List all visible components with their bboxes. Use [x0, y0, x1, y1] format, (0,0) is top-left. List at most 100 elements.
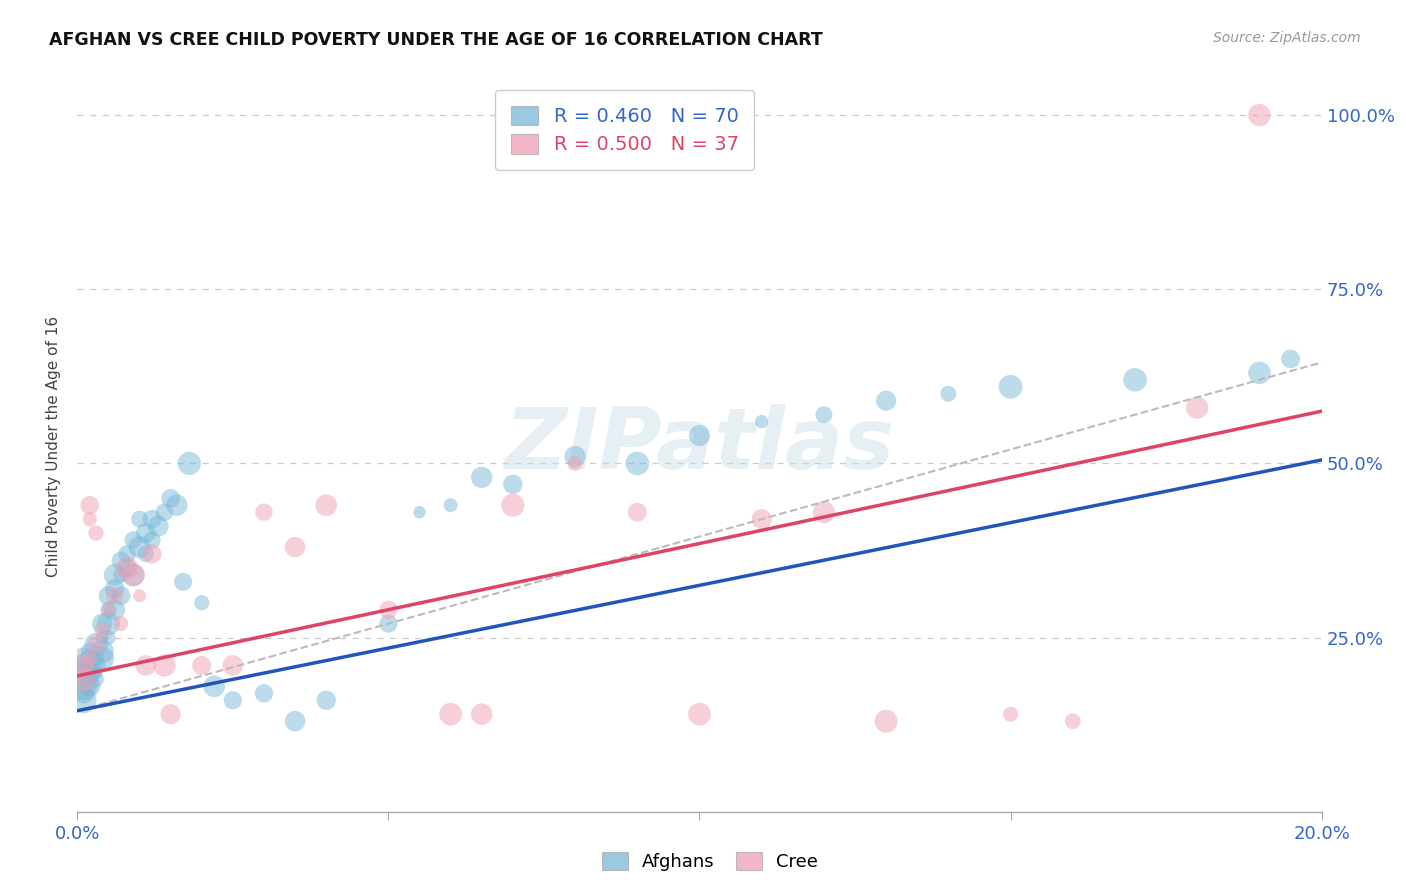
Point [97, 589, 120, 603]
Point [104, 589, 127, 603]
Point [284, 540, 307, 554]
Point [315, 498, 337, 512]
Point [91, 651, 114, 665]
Point [191, 596, 214, 610]
Point [875, 393, 897, 408]
Point [79, 498, 101, 512]
Legend: Afghans, Cree: Afghans, Cree [595, 846, 825, 879]
Point [110, 616, 132, 631]
Point [440, 707, 463, 722]
Point [84, 665, 107, 680]
Point [1249, 108, 1271, 122]
Point [172, 574, 194, 589]
Point [938, 386, 960, 401]
Text: Source: ZipAtlas.com: Source: ZipAtlas.com [1213, 31, 1361, 45]
Point [191, 658, 214, 673]
Point [179, 457, 201, 471]
Point [1000, 707, 1022, 722]
Point [1000, 380, 1022, 394]
Point [97, 603, 120, 617]
Point [502, 477, 524, 491]
Point [115, 547, 138, 561]
Point [110, 589, 132, 603]
Point [128, 512, 150, 526]
Point [91, 631, 114, 645]
Point [79, 512, 101, 526]
Point [72, 658, 94, 673]
Point [502, 498, 524, 512]
Point [153, 658, 176, 673]
Point [72, 658, 94, 673]
Point [104, 582, 127, 596]
Point [751, 415, 773, 429]
Point [72, 679, 94, 693]
Point [84, 638, 107, 652]
Point [222, 658, 245, 673]
Point [91, 644, 114, 658]
Point [79, 651, 101, 665]
Point [875, 714, 897, 728]
Point [79, 644, 101, 658]
Point [122, 533, 145, 547]
Point [122, 567, 145, 582]
Point [253, 505, 276, 519]
Point [91, 624, 114, 638]
Point [1123, 373, 1146, 387]
Point [104, 567, 127, 582]
Point [110, 554, 132, 568]
Point [689, 428, 711, 442]
Y-axis label: Child Poverty Under the Age of 16: Child Poverty Under the Age of 16 [46, 316, 62, 576]
Point [72, 686, 94, 700]
Text: AFGHAN VS CREE CHILD POVERTY UNDER THE AGE OF 16 CORRELATION CHART: AFGHAN VS CREE CHILD POVERTY UNDER THE A… [49, 31, 823, 49]
Point [72, 665, 94, 680]
Point [1062, 714, 1084, 728]
Point [1249, 366, 1271, 380]
Point [110, 567, 132, 582]
Point [79, 658, 101, 673]
Point [79, 665, 101, 680]
Point [141, 547, 163, 561]
Point [202, 679, 225, 693]
Point [135, 658, 157, 673]
Point [1187, 401, 1209, 415]
Point [813, 408, 835, 422]
Point [315, 693, 337, 707]
Point [135, 526, 157, 541]
Point [97, 631, 120, 645]
Point [72, 693, 94, 707]
Legend: R = 0.460   N = 70, R = 0.500   N = 37: R = 0.460 N = 70, R = 0.500 N = 37 [495, 90, 754, 170]
Point [128, 589, 150, 603]
Point [104, 603, 127, 617]
Point [72, 673, 94, 687]
Point [408, 505, 430, 519]
Text: ZIPatlas: ZIPatlas [505, 404, 894, 488]
Point [115, 561, 138, 575]
Point [84, 658, 107, 673]
Point [153, 505, 176, 519]
Point [751, 512, 773, 526]
Point [284, 714, 307, 728]
Point [128, 540, 150, 554]
Point [471, 470, 494, 484]
Point [626, 505, 648, 519]
Point [141, 533, 163, 547]
Point [97, 616, 120, 631]
Point [626, 457, 648, 471]
Point [148, 519, 170, 533]
Point [79, 651, 101, 665]
Point [222, 693, 245, 707]
Point [141, 512, 163, 526]
Point [97, 603, 120, 617]
Point [72, 651, 94, 665]
Point [564, 450, 586, 464]
Point [84, 638, 107, 652]
Point [84, 651, 107, 665]
Point [84, 526, 107, 541]
Point [1279, 351, 1302, 366]
Point [79, 679, 101, 693]
Point [813, 505, 835, 519]
Point [377, 616, 399, 631]
Point [440, 498, 463, 512]
Point [91, 616, 114, 631]
Point [159, 707, 181, 722]
